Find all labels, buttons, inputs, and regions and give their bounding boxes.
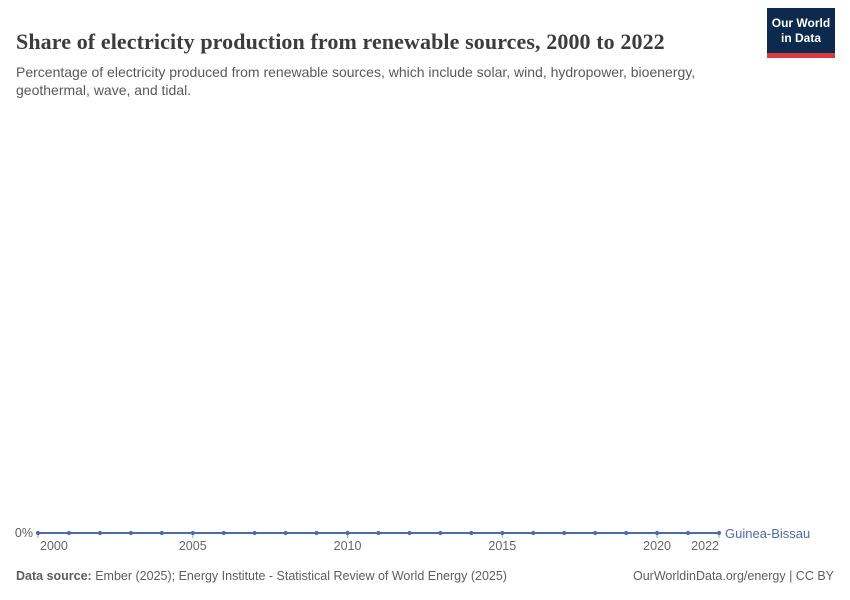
data-point-2006[interactable] <box>221 530 226 536</box>
x-tick-label-2005: 2005 <box>178 539 207 553</box>
data-point-2012[interactable] <box>407 530 412 536</box>
data-point-2016[interactable] <box>531 530 536 536</box>
data-point-2017[interactable] <box>562 530 567 536</box>
data-point-2014[interactable] <box>469 530 474 536</box>
data-point-2008[interactable] <box>283 530 288 536</box>
data-point-2022[interactable] <box>716 530 722 536</box>
data-point-2011[interactable] <box>376 530 381 536</box>
data-point-2005[interactable] <box>190 530 195 536</box>
data-source-text: Ember (2025); Energy Institute - Statist… <box>91 569 507 583</box>
data-point-2007[interactable] <box>252 530 257 536</box>
data-point-2021[interactable] <box>685 530 691 536</box>
y-axis-tick-label: 0% <box>14 526 33 540</box>
data-point-2015[interactable] <box>500 530 505 536</box>
owid-logo[interactable]: Our World in Data <box>767 8 835 58</box>
data-source-note: Data source: Ember (2025); Energy Instit… <box>16 569 507 583</box>
chart-title: Share of electricity production from ren… <box>16 28 665 54</box>
owid-logo-text-line2: in Data <box>780 31 821 45</box>
data-point-2019[interactable] <box>624 530 629 536</box>
data-point-2000[interactable] <box>35 530 41 536</box>
chart-footer: Data source: Ember (2025); Energy Instit… <box>16 569 834 583</box>
data-point-2020[interactable] <box>654 530 660 536</box>
data-point-2009[interactable] <box>314 530 319 536</box>
data-point-2001[interactable] <box>66 530 72 536</box>
chart-subtitle: Percentage of electricity produced from … <box>16 64 696 99</box>
data-point-2018[interactable] <box>593 530 598 536</box>
data-point-2002[interactable] <box>97 530 103 536</box>
x-tick-label-2020: 2020 <box>643 539 671 553</box>
data-point-2004[interactable] <box>159 530 164 536</box>
data-point-2010[interactable] <box>345 530 350 536</box>
x-tick-label-2000: 2000 <box>40 539 68 553</box>
x-tick-label-2010: 2010 <box>333 539 362 553</box>
x-tick-label-2015: 2015 <box>488 539 517 553</box>
rights-note: OurWorldinData.org/energy | CC BY <box>632 569 834 583</box>
data-point-2003[interactable] <box>128 530 133 536</box>
owid-logo-text-line1: Our World <box>771 16 831 30</box>
entity-label[interactable]: Guinea-Bissau <box>725 526 811 541</box>
x-tick-label-2022: 2022 <box>691 539 719 553</box>
data-point-2013[interactable] <box>438 530 443 536</box>
data-source-label: Data source: <box>16 569 92 583</box>
